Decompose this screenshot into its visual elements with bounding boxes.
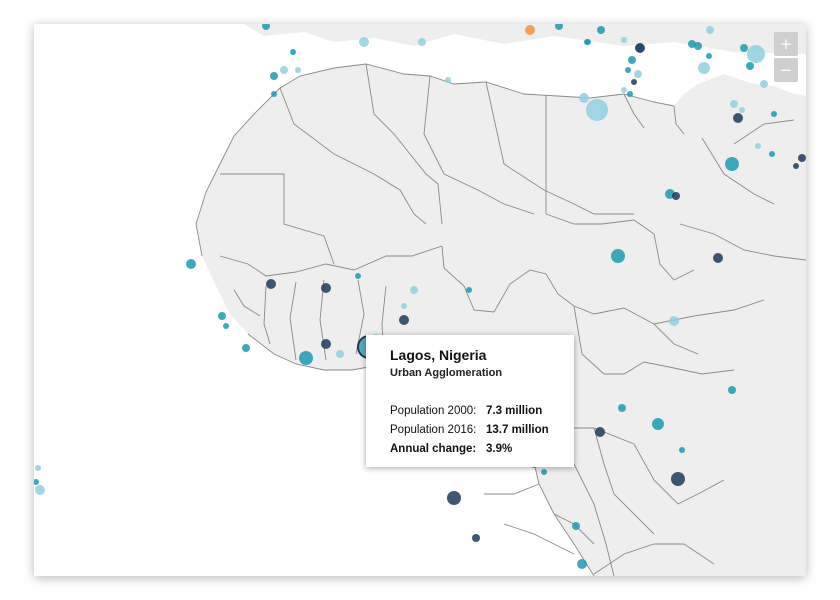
city-bubble[interactable] [266, 279, 276, 289]
city-bubble[interactable] [280, 66, 288, 74]
city-bubble[interactable] [262, 24, 270, 30]
city-bubble[interactable] [771, 111, 777, 117]
tooltip-row-population-2016: Population 2016: 13.7 million [390, 424, 549, 436]
city-bubble[interactable] [585, 39, 591, 45]
city-bubble[interactable] [359, 37, 369, 47]
city-bubble[interactable] [525, 25, 535, 35]
tooltip-row-label: Population 2000: [390, 405, 477, 417]
tooltip-subtitle: Urban Agglomeration [390, 367, 503, 379]
tooltip-row-value: 7.3 million [486, 405, 543, 417]
city-bubble[interactable] [295, 67, 301, 73]
city-bubble[interactable] [336, 350, 344, 358]
zoom-in-button[interactable]: + [774, 32, 798, 56]
city-bubble[interactable] [652, 418, 664, 430]
city-bubble[interactable] [299, 351, 313, 365]
city-bubble[interactable] [747, 45, 765, 63]
city-bubble[interactable] [595, 427, 605, 437]
city-bubble[interactable] [739, 107, 745, 113]
city-bubble[interactable] [445, 77, 451, 83]
city-bubble[interactable] [401, 303, 407, 309]
tooltip-row-label: Population 2016: [390, 424, 477, 436]
city-bubble[interactable] [694, 42, 702, 50]
city-bubble[interactable] [399, 315, 409, 325]
city-bubble[interactable] [625, 67, 631, 73]
city-bubble[interactable] [635, 43, 645, 53]
city-bubble[interactable] [290, 49, 296, 55]
city-bubble[interactable] [798, 154, 806, 162]
city-bubble[interactable] [634, 70, 642, 78]
city-bubble[interactable] [186, 259, 196, 269]
city-bubble[interactable] [669, 316, 679, 326]
city-bubble[interactable] [769, 151, 775, 157]
city-bubble[interactable] [713, 253, 723, 263]
world-map[interactable] [34, 24, 806, 576]
city-bubble[interactable] [223, 323, 229, 329]
city-bubble[interactable] [321, 339, 331, 349]
city-bubble[interactable] [466, 287, 472, 293]
map-container: + − Lagos, Nigeria Urban Agglomeration P… [34, 24, 806, 576]
city-bubble[interactable] [572, 522, 580, 530]
city-bubble[interactable] [586, 99, 608, 121]
city-bubble[interactable] [706, 26, 714, 34]
city-bubble[interactable] [793, 163, 799, 169]
city-bubble[interactable] [760, 80, 768, 88]
city-bubble[interactable] [755, 143, 761, 149]
city-bubble[interactable] [555, 24, 563, 30]
tooltip-row-value: 13.7 million [486, 424, 549, 436]
city-bubble[interactable] [728, 386, 736, 394]
city-bubble[interactable] [631, 79, 637, 85]
land-europe [244, 24, 806, 54]
tooltip-title: Lagos, Nigeria [390, 347, 487, 363]
city-bubble[interactable] [35, 485, 45, 495]
city-bubble[interactable] [618, 404, 626, 412]
city-bubble[interactable] [242, 344, 250, 352]
city-bubble[interactable] [35, 465, 41, 471]
land-north-africa [196, 64, 806, 576]
tooltip-row-population-2000: Population 2000: 7.3 million [390, 405, 542, 417]
city-bubble[interactable] [730, 100, 738, 108]
city-bubble[interactable] [706, 53, 712, 59]
land-layer [35, 24, 806, 576]
city-bubble[interactable] [746, 62, 754, 70]
city-bubble[interactable] [621, 87, 627, 93]
city-bubble[interactable] [621, 37, 627, 43]
city-bubble[interactable] [671, 472, 685, 486]
city-bubble[interactable] [740, 44, 748, 52]
city-bubble[interactable] [355, 273, 361, 279]
land-arabia [646, 128, 806, 304]
city-bubble[interactable] [597, 26, 605, 34]
city-bubble[interactable] [541, 469, 547, 475]
city-bubble[interactable] [34, 479, 39, 485]
tooltip-row-value: 3.9% [486, 443, 513, 455]
city-bubble[interactable] [271, 91, 277, 97]
city-bubble[interactable] [672, 192, 680, 200]
tooltip-row-annual-change: Annual change: 3.9% [390, 443, 512, 455]
city-bubble[interactable] [577, 559, 587, 569]
city-bubble[interactable] [321, 283, 331, 293]
city-bubble[interactable] [218, 312, 226, 320]
city-bubble[interactable] [410, 286, 418, 294]
zoom-out-button[interactable]: − [774, 58, 798, 82]
city-bubble[interactable] [733, 113, 743, 123]
city-bubble[interactable] [447, 491, 461, 505]
city-bubble[interactable] [725, 157, 739, 171]
city-bubble[interactable] [579, 93, 589, 103]
city-bubble[interactable] [698, 62, 710, 74]
city-bubble[interactable] [611, 249, 625, 263]
country-borders [195, 63, 806, 576]
city-bubble[interactable] [270, 72, 278, 80]
city-bubble[interactable] [627, 91, 633, 97]
city-bubble[interactable] [418, 38, 426, 46]
city-bubble[interactable] [472, 534, 480, 542]
tooltip-row-label: Annual change: [390, 443, 477, 455]
city-bubble[interactable] [628, 56, 636, 64]
city-tooltip: Lagos, Nigeria Urban Agglomeration Popul… [366, 335, 574, 467]
city-bubble[interactable] [679, 447, 685, 453]
